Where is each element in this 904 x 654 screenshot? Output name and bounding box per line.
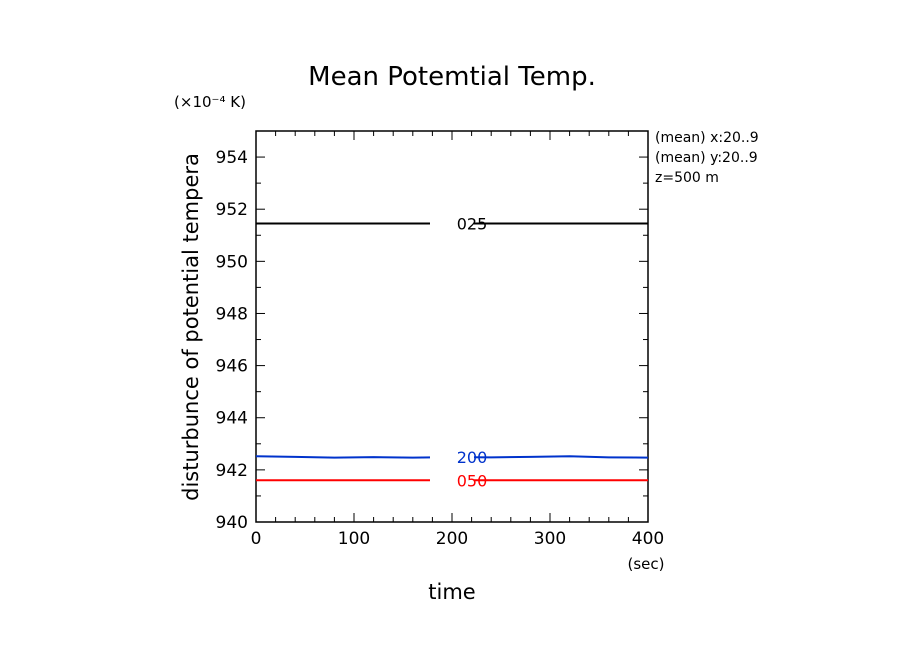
x-tick-label: 300 xyxy=(534,529,566,549)
annotation-z-level: z=500 m xyxy=(655,170,719,186)
x-tick-label: 400 xyxy=(632,529,664,549)
annotation-mean-x: (mean) x:20..9 xyxy=(655,130,759,146)
series-label-bg xyxy=(430,471,474,490)
y-tick-label: 954 xyxy=(216,148,248,168)
y-tick-label: 950 xyxy=(216,252,248,272)
chart-title: Mean Potemtial Temp. xyxy=(308,62,596,92)
x-axis: 0 100 200 300 400 xyxy=(251,131,664,549)
y-tick-label: 952 xyxy=(216,200,248,220)
series-label-025: 025 xyxy=(457,215,488,234)
y-axis-label: disturbunce of potential tempera xyxy=(179,153,203,501)
y-tick-label: 942 xyxy=(216,461,248,481)
y-tick-label: 944 xyxy=(216,409,248,429)
x-unit-label: (sec) xyxy=(628,555,665,573)
annotation-mean-y: (mean) y:20..9 xyxy=(655,150,758,166)
y-axis: 940 942 944 946 948 950 952 954 xyxy=(216,130,648,533)
series-label-200: 200 xyxy=(457,448,488,467)
x-tick-label: 0 xyxy=(251,529,262,549)
y-tick-label: 946 xyxy=(216,357,248,377)
y-tick-label: 948 xyxy=(216,304,248,324)
x-tick-label: 100 xyxy=(338,529,370,549)
x-tick-label: 200 xyxy=(436,529,468,549)
series-lines: 025 200 050 xyxy=(255,214,649,490)
series-label-bg xyxy=(430,448,474,467)
series-label-bg xyxy=(430,214,474,233)
x-axis-label: time xyxy=(428,580,475,604)
y-tick-label: 940 xyxy=(216,513,248,533)
y-unit-label: (×10⁻⁴ K) xyxy=(174,93,246,111)
series-label-050: 050 xyxy=(457,471,488,490)
